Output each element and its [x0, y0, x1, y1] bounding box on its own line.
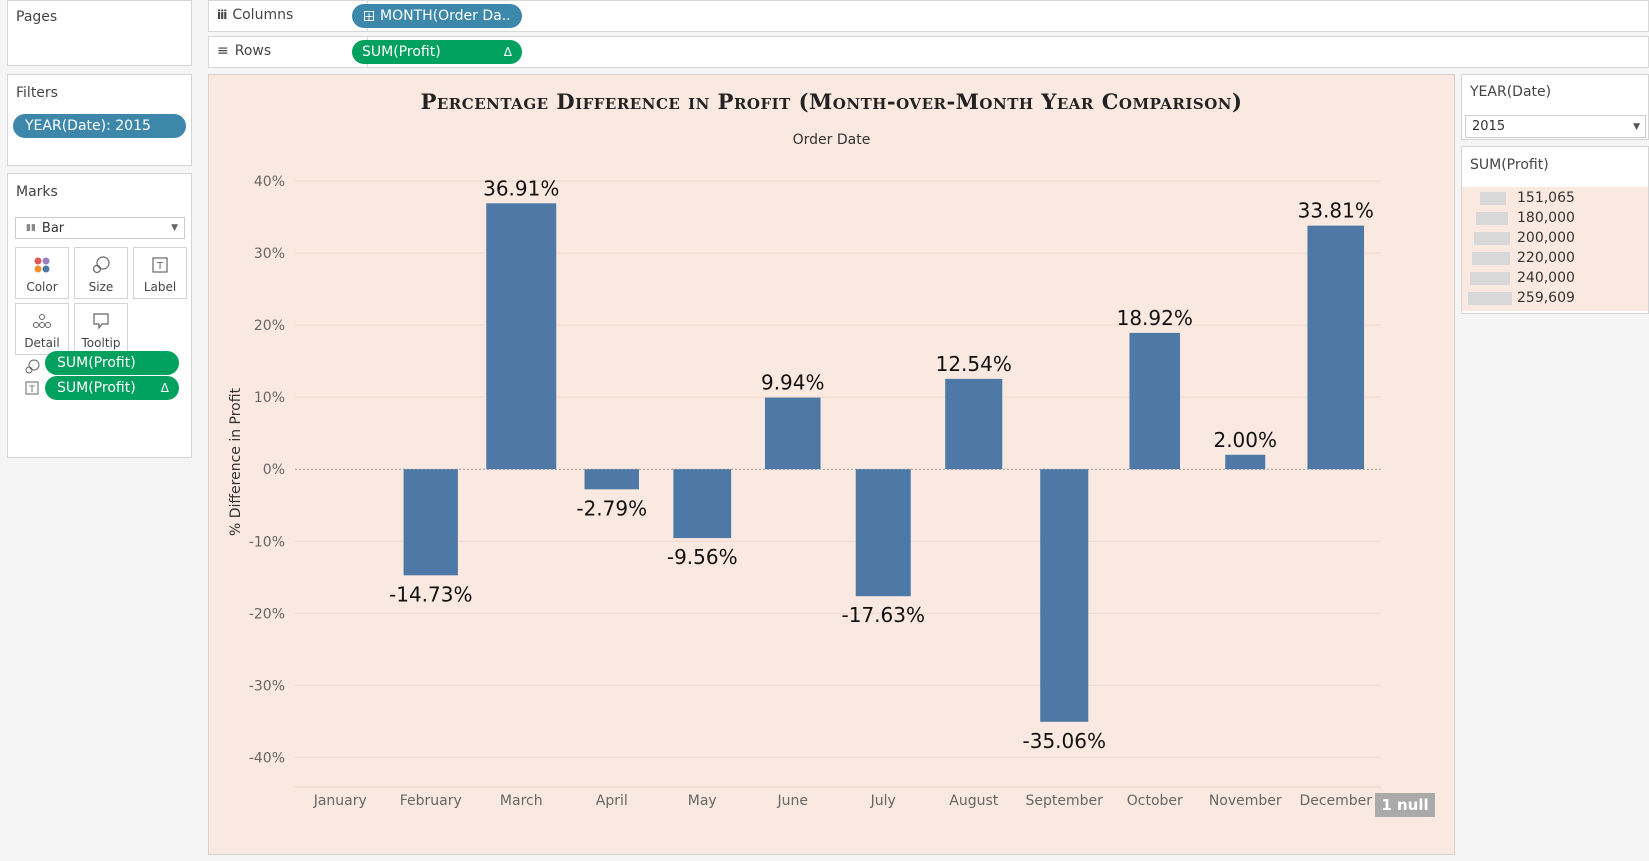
data-label: 33.81%: [1298, 199, 1374, 223]
x-tick-label: October: [1127, 793, 1183, 809]
bar: [1307, 225, 1365, 470]
filters-panel: Filters YEAR(Date): 2015: [7, 74, 192, 166]
bar: [1129, 332, 1181, 470]
x-tick-label: November: [1209, 793, 1282, 809]
filters-title: Filters: [16, 85, 58, 101]
x-tick-label: January: [313, 793, 367, 809]
detail-icon: [32, 312, 52, 333]
y-tick-label: 30%: [254, 246, 285, 262]
bar: [1225, 454, 1266, 470]
chart-title: Percentage Difference in Profit (Month-o…: [420, 89, 1243, 114]
bar: [764, 397, 821, 470]
y-tick-label: -20%: [249, 606, 285, 622]
year-date-filter-pill[interactable]: YEAR(Date): 2015: [13, 114, 186, 138]
data-label: -17.63%: [842, 603, 925, 627]
chevron-down-icon: ▼: [171, 223, 178, 233]
bar: [1040, 469, 1089, 722]
x-tick-label: December: [1299, 793, 1372, 809]
x-tick-label: February: [400, 793, 462, 809]
rows-label: ≡ Rows: [217, 43, 272, 59]
data-label: 36.91%: [483, 176, 559, 200]
data-label: 18.92%: [1117, 306, 1193, 330]
size-legend-card: SUM(Profit) 151,065 180,000 200,000 220,…: [1461, 146, 1649, 314]
data-label: 9.94%: [761, 371, 825, 395]
chart-area: Percentage Difference in Profit (Month-o…: [208, 74, 1455, 855]
y-tick-label: 10%: [254, 390, 285, 406]
size-legend-body: 151,065 180,000 200,000 220,000 240,000 …: [1462, 187, 1648, 311]
sum-profit-size-pill[interactable]: SUM(Profit): [45, 351, 179, 375]
x-tick-label: June: [777, 793, 809, 809]
x-tick-label: March: [500, 793, 543, 809]
year-filter-title: YEAR(Date): [1470, 84, 1552, 100]
data-label: -2.79%: [576, 496, 647, 520]
delta-icon: Δ: [503, 45, 512, 59]
x-tick-label: July: [870, 793, 896, 809]
legend-item[interactable]: 200,000: [1462, 229, 1648, 249]
y-tick-label: 20%: [254, 318, 285, 334]
y-tick-label: -10%: [249, 534, 285, 550]
size-legend-title: SUM(Profit): [1470, 157, 1549, 173]
columns-label: iii Columns: [217, 7, 294, 23]
data-label: 2.00%: [1213, 428, 1277, 452]
bar-chart: 40% 30% 20% 10% 0% -10% -20% -30% -40% % Differen…: [228, 174, 1381, 809]
sum-profit-rows-pill[interactable]: SUM(Profit) Δ: [352, 40, 522, 64]
bar: [584, 469, 639, 490]
size-icon: [92, 256, 110, 277]
columns-shelf[interactable]: iii Columns + MONTH(Order Da..: [208, 0, 1649, 32]
pages-panel: Pages: [7, 0, 192, 66]
legend-item[interactable]: 259,609: [1462, 289, 1648, 309]
svg-text:T: T: [28, 385, 35, 395]
color-button[interactable]: Color: [15, 247, 69, 299]
bar: [486, 203, 557, 470]
bar-chart-icon: ▮▮: [26, 223, 36, 233]
mark-type-dropdown[interactable]: ▮▮ Bar ▼: [15, 217, 185, 239]
label-mark-icon: T: [24, 380, 40, 400]
legend-item[interactable]: 240,000: [1462, 269, 1648, 289]
data-label: 12.54%: [936, 352, 1012, 376]
data-label: -9.56%: [667, 545, 738, 569]
delta-icon: Δ: [160, 381, 169, 395]
legend-item[interactable]: 151,065: [1462, 189, 1648, 209]
pages-title: Pages: [16, 9, 58, 25]
label-icon: T: [151, 256, 169, 277]
detail-button[interactable]: Detail: [15, 303, 69, 355]
y-tick-label: -30%: [249, 678, 285, 694]
legend-item[interactable]: 220,000: [1462, 249, 1648, 269]
bar: [403, 469, 458, 576]
x-tick-label: September: [1026, 793, 1104, 809]
tooltip-icon: [92, 312, 110, 333]
y-axis-label: % Difference in Profit: [228, 387, 244, 536]
bar: [945, 378, 1003, 470]
rows-icon: ≡: [217, 43, 229, 59]
tooltip-button[interactable]: Tooltip: [74, 303, 128, 355]
bar: [855, 469, 911, 597]
null-badge[interactable]: 1 null: [1375, 793, 1435, 817]
size-button[interactable]: Size: [74, 247, 128, 299]
expand-icon: +: [364, 9, 374, 23]
chevron-down-icon: ▼: [1633, 121, 1640, 132]
legend-item[interactable]: 180,000: [1462, 209, 1648, 229]
data-label: -14.73%: [389, 582, 472, 606]
x-tick-label: April: [596, 793, 628, 809]
x-tick-label: May: [688, 793, 717, 809]
year-select[interactable]: 2015 ▼: [1465, 115, 1646, 138]
y-tick-label: 40%: [254, 174, 285, 190]
x-tick-label: August: [949, 793, 999, 809]
size-mark-icon: [24, 359, 40, 379]
year-filter-card: YEAR(Date) 2015 ▼: [1461, 74, 1649, 140]
month-order-date-pill[interactable]: + MONTH(Order Da..: [352, 4, 522, 28]
bar: [673, 469, 732, 539]
columns-icon: iii: [217, 8, 227, 22]
marks-title: Marks: [16, 184, 58, 200]
y-tick-label: -40%: [249, 750, 285, 766]
color-icon: [33, 256, 51, 277]
y-tick-label: 0%: [263, 462, 285, 478]
top-axis-label: Order Date: [792, 132, 871, 148]
label-button[interactable]: T Label: [133, 247, 187, 299]
rows-shelf[interactable]: ≡ Rows SUM(Profit) Δ: [208, 36, 1649, 68]
data-label: -35.06%: [1023, 729, 1106, 753]
sum-profit-label-pill[interactable]: SUM(Profit) Δ: [45, 376, 179, 400]
svg-text:T: T: [156, 261, 164, 272]
marks-panel: Marks ▮▮ Bar ▼ Color Size T Label Detail…: [7, 173, 192, 458]
